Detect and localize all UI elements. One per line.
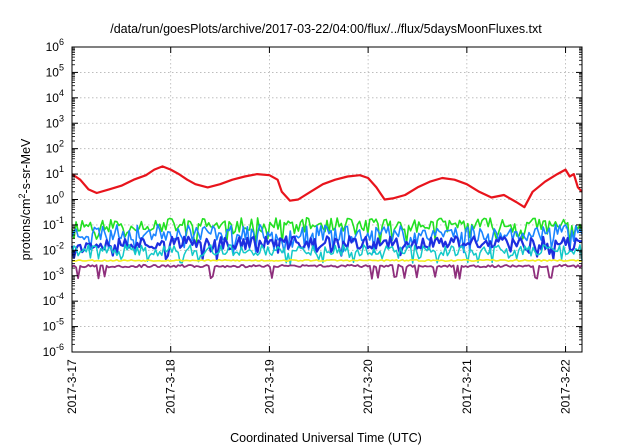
series-line-6: [71, 258, 583, 262]
x-axis-label: Coordinated Universal Time (UTC): [230, 431, 422, 445]
y-axis-label-prefix: protons/cm: [19, 199, 33, 261]
y-tick-label: 10-6: [43, 342, 64, 359]
series-line-1: [71, 165, 583, 209]
x-tick-label: 2017-3-17: [65, 359, 79, 414]
x-tick-label: 2017-3-22: [559, 359, 573, 414]
y-axis-label-suffix: -s-sr-MeV: [19, 138, 33, 194]
chart-title: /data/run/goesPlots/archive/2017-03-22/0…: [110, 22, 542, 36]
x-tick-label: 2017-3-20: [361, 359, 375, 414]
y-tick-label: 105: [46, 62, 64, 79]
y-tick-label: 103: [46, 113, 64, 130]
grid: [72, 47, 582, 352]
series-line-5: [71, 244, 583, 266]
y-tick-label: 102: [46, 139, 64, 156]
y-tick-label: 10-2: [43, 240, 64, 257]
series-line-4: [70, 235, 583, 261]
series-layer: [70, 165, 583, 280]
x-tick-label: 2017-3-21: [460, 359, 474, 414]
y-tick-label: 10-3: [43, 266, 64, 283]
x-tick-label: 2017-3-18: [164, 359, 178, 414]
y-axis-label: protons/cm2-s-sr-MeV: [17, 138, 33, 260]
axes: 106 105 104 103 102 101 100 10-1 10-2 10-3 10-4 10-…: [43, 37, 582, 414]
y-tick-label: 10-1: [43, 215, 64, 232]
y-tick-label: 10-5: [43, 317, 64, 334]
y-tick-label: 101: [46, 164, 64, 181]
series-line-7: [71, 263, 583, 280]
y-axis-label-sup: 2: [17, 194, 27, 199]
x-tick-label: 2017-3-19: [262, 359, 276, 414]
y-tick-label: 104: [46, 88, 64, 105]
y-tick-label: 100: [46, 190, 64, 207]
series-line-3: [71, 223, 583, 254]
y-tick-label: 10-4: [43, 291, 64, 308]
y-tick-label: 106: [46, 37, 64, 54]
